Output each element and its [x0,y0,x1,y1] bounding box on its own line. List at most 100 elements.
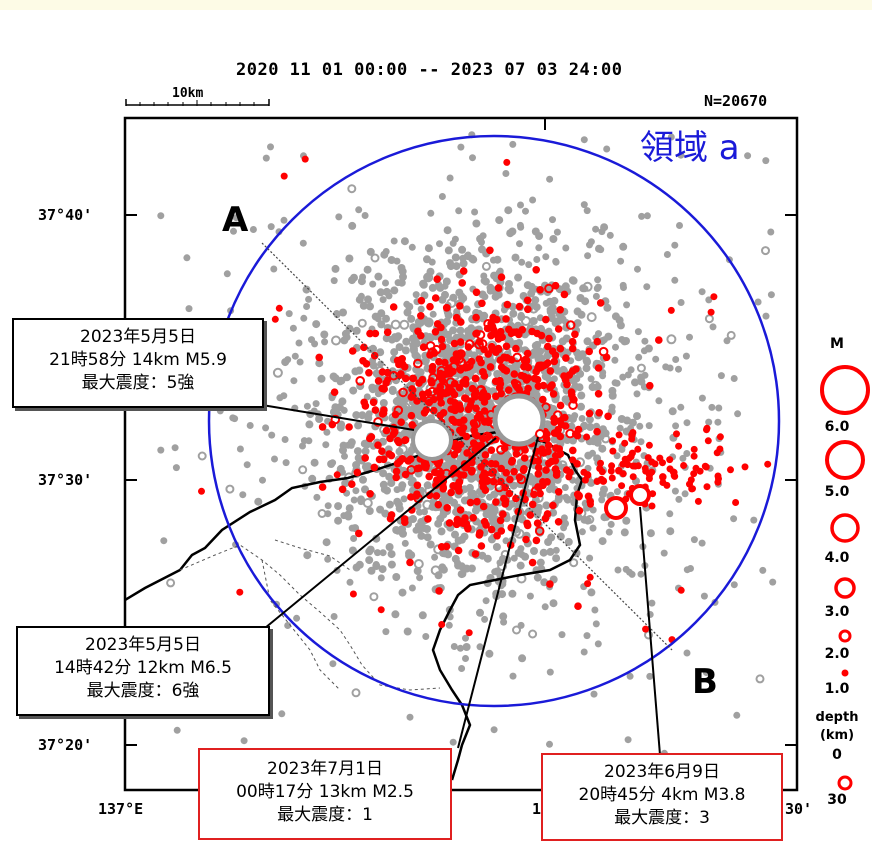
event-dot [489,477,498,486]
event-dot [532,266,540,274]
magnitude-legend-symbols [820,365,870,791]
event-dot [562,354,570,362]
event-dot [229,414,237,422]
event-dot [278,710,286,718]
event-dot [617,257,625,265]
event-dot [605,528,613,536]
event-dot [571,330,579,339]
event-dot [435,587,443,595]
event-dot [623,301,631,309]
event-dot [456,302,464,310]
event-dot [398,355,407,363]
event-dot [401,539,409,547]
event-dot [382,426,391,435]
event-dot [534,470,543,478]
event-dot [619,281,627,289]
event-dot [486,287,494,295]
event-dot [456,644,464,652]
event-dot [483,554,492,563]
event-dot [365,507,374,515]
event-dot [523,281,532,290]
event-dot [479,232,487,240]
event-dot [387,256,396,264]
event-dot [471,418,481,429]
event-dot [542,466,550,474]
event-dot [451,418,459,426]
event-dot [487,446,496,455]
event-dot [345,504,354,513]
event-dot [322,441,330,449]
event-dot [246,422,254,429]
event-dot [537,331,546,340]
event-dot [450,390,459,399]
event-dot [464,343,473,351]
event-dot [455,517,463,525]
event-dot [690,452,698,460]
event-dot [634,462,642,470]
event-dot [384,376,392,384]
event-dot [629,473,637,481]
event-dot [619,470,627,478]
event-dot [528,558,537,567]
event-dot [365,369,373,377]
event-dot [349,590,357,598]
event-dot [465,349,473,358]
event-dot [480,372,489,380]
event-dot [634,328,642,336]
event-dot [310,458,319,467]
event-dot [438,193,446,200]
event-dot [543,478,551,486]
event-dot [437,527,446,536]
event-dot [501,459,509,467]
event-dot [601,434,611,444]
event-dot [741,463,749,471]
event-dot [443,504,452,512]
event-dot [426,302,434,311]
event-dot [271,455,278,463]
event-dot [419,343,428,352]
event-dot [593,478,601,485]
event-dot [444,246,453,255]
event-dot [564,537,573,546]
event-dot [762,157,770,165]
callout-m5-9: 2023年5月5日 21時58分 14km M5.9 最大震度：5強 [12,318,264,408]
event-dot [392,473,401,482]
event-dot [587,238,595,246]
event-dot [354,421,363,430]
event-dot [587,500,594,508]
event-dot [478,245,486,254]
event-dot [370,463,379,472]
event-dot [412,526,420,534]
event-dot [621,439,629,447]
event-m3-8 [604,496,628,520]
event-dot [648,468,656,476]
event-dot [517,311,525,319]
event-dot [524,363,533,372]
event-dot [371,406,380,414]
legend-m-2: 2.0 [824,646,850,662]
event-dot [443,226,452,235]
event-dot [293,614,301,622]
event-dot [445,377,456,387]
event-dot [487,459,496,468]
event-dot [505,489,514,498]
event-dot [506,229,515,238]
legend-m-1: 1.0 [824,681,850,697]
event-dot [262,424,270,432]
event-dot [549,501,557,510]
event-dot [515,302,524,311]
event-dot [343,333,351,341]
event-dot [683,450,691,457]
event-dot [676,222,683,229]
callout-detail: 00時17分 13km M2.5 [236,782,414,802]
event-dot [552,546,560,554]
event-dot [391,410,400,419]
event-dot [361,447,370,456]
event-dot [546,547,555,556]
coastline [124,430,584,781]
event-dot [602,353,611,362]
event-dot [486,363,495,371]
event-dot [305,295,313,303]
event-dot [413,352,421,361]
event-dot [484,350,493,358]
